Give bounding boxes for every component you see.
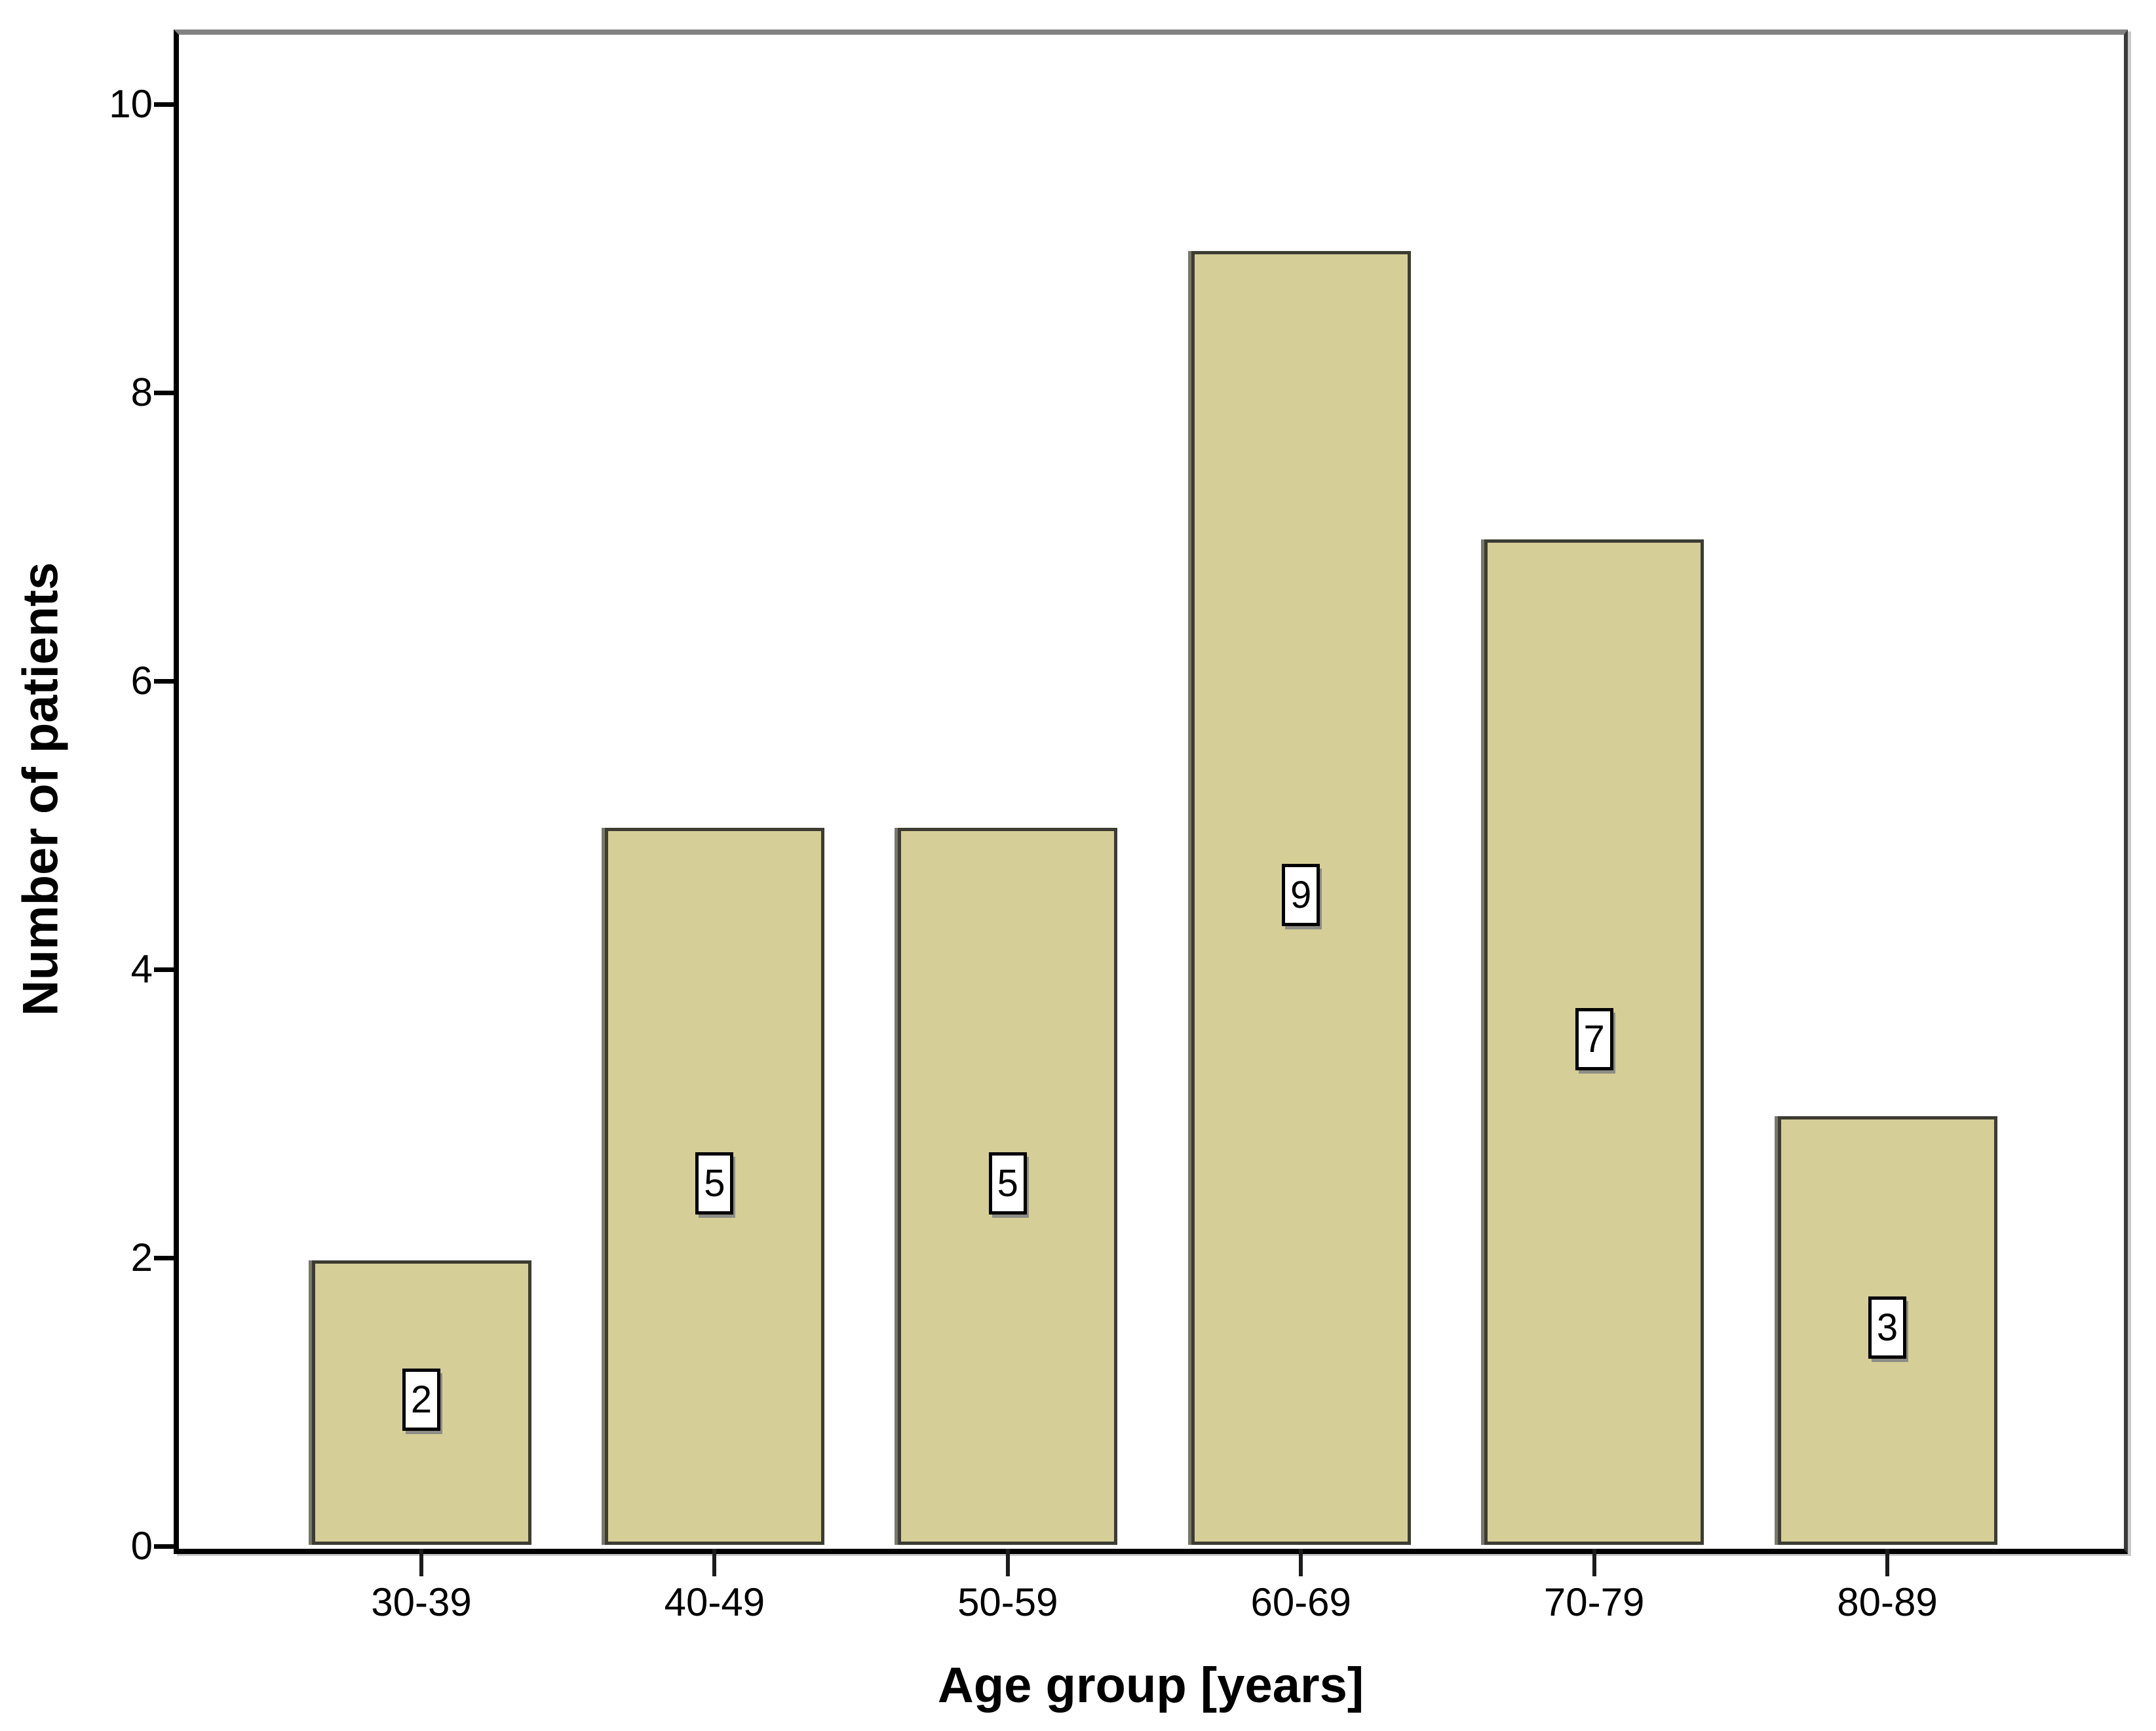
x-tick-label: 30-39 (371, 1580, 472, 1624)
x-tick (712, 1549, 717, 1576)
y-tick-label: 10 (109, 82, 153, 126)
y-tick (154, 967, 179, 972)
y-tick-label: 2 (130, 1235, 153, 1279)
y-tick (154, 390, 179, 395)
bar-value-label: 5 (988, 1152, 1027, 1215)
x-tick-label: 80-89 (1837, 1580, 1938, 1624)
bar-value-label: 3 (1868, 1296, 1906, 1359)
bar: 5 (604, 828, 824, 1545)
bar: 9 (1191, 251, 1411, 1545)
bar: 7 (1484, 539, 1704, 1545)
y-tick-label: 8 (130, 370, 153, 414)
y-tick-label: 6 (130, 659, 153, 703)
x-tick-label: 70-79 (1543, 1580, 1645, 1624)
plot-area: 0 2 4 6 8 10 2 30-39 5 40-49 5 50-59 9 60-69 7 70-79 3 80… (109, 29, 2128, 1622)
x-tick-label: 60-69 (1250, 1580, 1351, 1624)
y-tick (154, 1544, 179, 1549)
x-tick-label: 50-59 (957, 1580, 1058, 1624)
y-axis-title: Number of patients (12, 562, 69, 1017)
y-tick (154, 678, 179, 684)
x-tick-label: 40-49 (664, 1580, 765, 1624)
bar-value-label: 2 (402, 1368, 440, 1431)
y-tick-label: 0 (130, 1524, 153, 1568)
bar: 2 (311, 1260, 531, 1545)
x-tick (1885, 1549, 1889, 1576)
bar-value-label: 9 (1282, 863, 1320, 926)
y-tick (154, 102, 179, 107)
bar: 3 (1777, 1116, 1997, 1545)
x-tick (419, 1549, 423, 1576)
x-tick (1299, 1549, 1303, 1576)
bar-value-label: 7 (1575, 1007, 1613, 1070)
y-tick (154, 1255, 179, 1260)
bar-value-label: 5 (695, 1152, 734, 1215)
x-tick (1005, 1549, 1010, 1576)
y-tick-label: 4 (130, 947, 153, 991)
x-axis-title: Age group [years] (937, 1658, 1364, 1713)
x-tick (1592, 1549, 1596, 1576)
bar: 5 (898, 828, 1118, 1545)
